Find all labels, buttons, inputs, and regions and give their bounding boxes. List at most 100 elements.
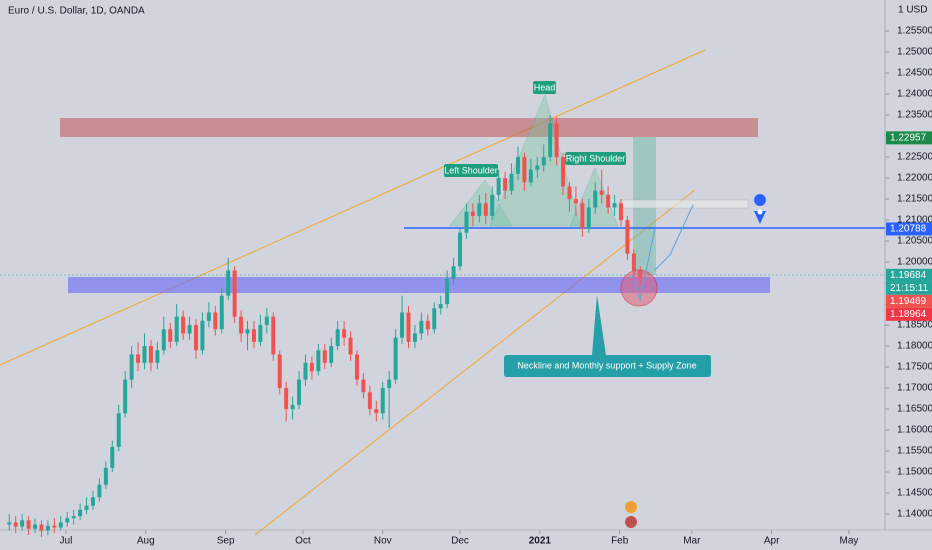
x-tick-label: Jul bbox=[60, 536, 73, 547]
candle-body bbox=[239, 316, 244, 334]
x-tick-label: Apr bbox=[764, 536, 780, 547]
candle-body bbox=[277, 354, 282, 389]
price-tag-label: 1.18964 bbox=[890, 309, 927, 320]
candle-body bbox=[26, 520, 31, 529]
price-tag-box bbox=[886, 222, 932, 236]
candle-body bbox=[110, 446, 115, 468]
candle-body bbox=[374, 409, 379, 414]
head-label-box bbox=[533, 81, 556, 94]
supply-zone bbox=[60, 118, 758, 137]
y-tick-label: 1.23500 bbox=[897, 110, 932, 121]
candle-body bbox=[496, 178, 501, 195]
candle-body bbox=[329, 346, 334, 363]
alert-pin bbox=[754, 194, 767, 224]
y-tick-label: 1.21000 bbox=[897, 215, 932, 226]
axes: 1.14000 1.14500 1.15000 1.15500 1.16000 1.165… bbox=[60, 26, 932, 547]
candle-body bbox=[354, 354, 359, 380]
candle-body bbox=[470, 211, 475, 216]
candle-body bbox=[258, 325, 263, 342]
candle-body bbox=[464, 211, 469, 233]
candle-body bbox=[309, 362, 314, 372]
candle-body bbox=[573, 199, 578, 204]
candle-body bbox=[194, 325, 199, 351]
left-shoulder-label-box bbox=[444, 164, 498, 177]
x-tick-label: Mar bbox=[683, 536, 701, 547]
y-tick-label: 1.21500 bbox=[897, 194, 932, 205]
y-tick-label: 1.18000 bbox=[897, 341, 932, 352]
y-tick-label: 1.14000 bbox=[897, 509, 932, 520]
candle-body bbox=[271, 316, 276, 355]
candle-body bbox=[71, 516, 76, 519]
trend-line bbox=[254, 189, 696, 536]
candle-body bbox=[548, 123, 553, 158]
candle-body bbox=[129, 354, 134, 380]
candle-body bbox=[335, 329, 340, 347]
candle-body bbox=[445, 278, 450, 305]
candle-body bbox=[342, 329, 347, 338]
candle-body bbox=[367, 392, 372, 410]
price-tag-label: 1.20788 bbox=[890, 224, 927, 235]
candle-body bbox=[84, 505, 89, 510]
drawings-front: Head Left Shoulder Right Shoulder Neckli… bbox=[444, 81, 767, 528]
candle-body bbox=[586, 207, 591, 229]
price-tag-box bbox=[886, 307, 932, 321]
candle-body bbox=[39, 524, 44, 531]
y-tick-label: 1.16500 bbox=[897, 404, 932, 415]
candle-body bbox=[174, 316, 179, 342]
projection-arrow bbox=[654, 204, 694, 271]
candle-body bbox=[168, 329, 173, 342]
x-tick-label: Nov bbox=[374, 536, 392, 547]
candle-body bbox=[20, 520, 25, 527]
event-icon bbox=[625, 516, 637, 528]
candle-body bbox=[522, 157, 527, 183]
y-tick-label: 1.20500 bbox=[897, 236, 932, 247]
candle-body bbox=[136, 354, 141, 363]
candle-body bbox=[599, 190, 604, 195]
candle-body bbox=[503, 178, 508, 191]
candle-body bbox=[13, 522, 18, 527]
candle-body bbox=[226, 270, 231, 296]
x-tick-label: Dec bbox=[451, 536, 469, 547]
candle-body bbox=[425, 320, 430, 330]
candle-body bbox=[593, 190, 598, 208]
callout-text: Neckline and Monthly support + Supply Zo… bbox=[517, 360, 696, 370]
price-tag-box bbox=[886, 294, 932, 308]
x-tick-label: May bbox=[839, 536, 858, 547]
chart-title: Euro / U.S. Dollar, 1D, OANDA bbox=[8, 6, 145, 17]
candle-body bbox=[213, 312, 218, 330]
candle-body bbox=[123, 379, 128, 414]
candle-body bbox=[490, 194, 495, 216]
candle-body bbox=[200, 320, 205, 351]
candle-body bbox=[554, 123, 559, 158]
price-tag-box bbox=[886, 268, 932, 282]
y-tick-label: 1.16000 bbox=[897, 425, 932, 436]
candle-body bbox=[631, 253, 636, 271]
candle-body bbox=[290, 404, 295, 410]
price-tag-label: 1.19684 bbox=[890, 270, 927, 281]
candle-body bbox=[412, 333, 417, 342]
candle-body bbox=[45, 525, 50, 531]
currency-label: 1 USD bbox=[898, 5, 927, 16]
alert-pin-dot bbox=[757, 209, 763, 215]
candle-body bbox=[406, 312, 411, 342]
candle-body bbox=[142, 346, 147, 363]
candle-body bbox=[161, 329, 166, 351]
candle-body bbox=[458, 232, 463, 267]
y-tick-label: 1.25500 bbox=[897, 26, 932, 37]
candle-body bbox=[103, 467, 108, 485]
candle-body bbox=[297, 379, 302, 405]
candle-body bbox=[387, 379, 392, 389]
x-tick-label: Oct bbox=[295, 536, 311, 547]
y-tick-label: 1.24500 bbox=[897, 68, 932, 79]
candle-body bbox=[97, 484, 102, 498]
left-shoulder-label: Left Shoulder bbox=[444, 165, 498, 175]
candle-body bbox=[155, 350, 160, 363]
candle-body bbox=[316, 350, 321, 372]
candle-body bbox=[606, 194, 611, 208]
candle-body bbox=[206, 312, 211, 321]
candle-body bbox=[580, 203, 585, 229]
candle-body bbox=[361, 379, 366, 393]
candle-body bbox=[438, 304, 443, 309]
y-tick-label: 1.15000 bbox=[897, 467, 932, 478]
